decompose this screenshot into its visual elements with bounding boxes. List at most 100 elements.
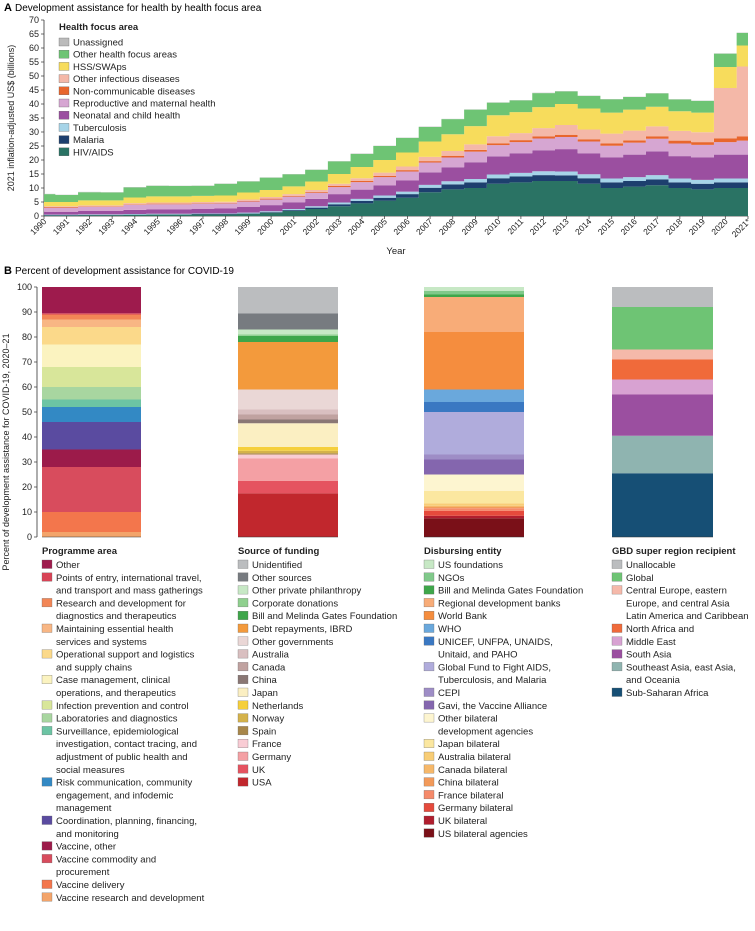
x-tick-label: 1993 — [96, 216, 117, 237]
x-tick-label: 2010 — [482, 216, 503, 237]
segment-latin-america-and-caribbean — [612, 349, 713, 360]
x-tick-label: 2007 — [414, 216, 435, 237]
legend-label: and Oceania — [626, 675, 681, 686]
legend-label: Europe, and central Asia — [626, 598, 730, 609]
legend-swatch — [237, 700, 249, 710]
segment-canada-bilateral — [424, 505, 524, 507]
y-axis-label: Percent of development assistance for CO… — [1, 333, 11, 570]
segment-vaccine-research-and-development — [42, 532, 141, 537]
legend-swatch — [41, 598, 53, 608]
x-tick-label: 1998 — [210, 216, 231, 237]
x-tick-label: 2016 — [618, 216, 639, 237]
y-tick-label: 45 — [29, 85, 39, 95]
y-axis-label: 2021 inflation-adjusted US$ (billions) — [6, 45, 16, 192]
legend-label: Canada bilateral — [438, 765, 507, 776]
x-tick-label: 1995 — [142, 216, 163, 237]
legend-label: South Asia — [626, 650, 672, 661]
y-tick-label: 5 — [34, 197, 39, 207]
legend-swatch — [41, 726, 53, 736]
legend-label: Unassigned — [73, 38, 123, 49]
legend-label: Operational support and logistics — [56, 650, 195, 661]
segment-spain — [238, 453, 338, 455]
legend-label: HIV/AIDS — [73, 147, 114, 158]
legend-swatch — [237, 623, 249, 633]
legend-swatch — [41, 649, 53, 659]
legend-label: Canada — [252, 662, 286, 673]
legend-label: Vaccine, other — [56, 842, 116, 853]
legend-swatch — [423, 585, 435, 595]
segment-other — [42, 287, 141, 314]
legend-swatch — [41, 841, 53, 851]
x-tick-label: 2014 — [573, 216, 594, 237]
x-tick-label: 2012 — [528, 216, 549, 237]
legend-label: US foundations — [438, 560, 503, 571]
segment-norway — [238, 450, 338, 454]
x-tick-label: 2001 — [278, 216, 299, 237]
legend-title: Health focus area — [59, 22, 139, 33]
legend-label: Germany — [252, 752, 291, 763]
legend-swatch — [423, 598, 435, 608]
legend-title: Source of funding — [238, 546, 319, 557]
legend-swatch — [423, 700, 435, 710]
legend-label: Surveillance, epidemiological — [56, 726, 179, 737]
x-tick-label: 1997 — [187, 216, 208, 237]
y-tick-label: 20 — [22, 482, 32, 492]
legend-swatch — [58, 37, 70, 47]
legend-swatch — [58, 62, 70, 71]
legend-label: Regional development banks — [438, 598, 561, 609]
legend-swatch — [237, 751, 249, 761]
legend-label: Risk communication, community — [56, 778, 192, 789]
segment-uk — [238, 480, 338, 494]
x-tick-label: 2017 — [641, 216, 662, 237]
y-tick-label: 40 — [22, 432, 32, 442]
legend-swatch — [237, 559, 249, 569]
x-tick-label: 2009 — [459, 216, 480, 237]
legend-swatch — [611, 662, 623, 672]
segment-laboratories-and-diagnostics — [42, 387, 141, 400]
segment-china-bilateral — [424, 507, 524, 509]
x-tick-label: 2015 — [596, 216, 617, 237]
segment-case-management-clinical-operations-and-therapeutics — [42, 344, 141, 367]
y-tick-label: 90 — [22, 307, 32, 317]
x-tick-label: 1996 — [164, 216, 185, 237]
segment-gavi-the-vaccine-alliance — [424, 459, 524, 475]
legend-swatch — [237, 777, 249, 787]
legend-label: France bilateral — [438, 790, 503, 801]
x-axis-label: Year — [386, 246, 405, 257]
legend-label: Other infectious diseases — [73, 74, 180, 85]
x-tick-label: 1992 — [73, 216, 94, 237]
segment-us-foundations — [424, 287, 524, 291]
segment-germany-bilateral — [424, 510, 524, 516]
x-tick-label: 1990 — [28, 216, 49, 237]
bar-programme-area — [42, 287, 141, 538]
legend-label: Vaccine commodity and — [56, 854, 156, 865]
legend-title: Disbursing entity — [424, 546, 502, 557]
legend-swatch — [58, 135, 70, 144]
y-tick-label: 35 — [29, 113, 39, 123]
y-tick-label: 50 — [22, 407, 32, 417]
y-tick-label: 20 — [29, 155, 39, 165]
segment-risk-communication-community-engagement-and-infodemic-management — [42, 407, 141, 422]
legend-swatch — [611, 636, 623, 646]
legend-swatch — [423, 611, 435, 620]
legend-label: operations, and therapeutics — [56, 688, 176, 699]
segment-sub-saharan-africa — [612, 473, 713, 537]
segment-unidentified — [238, 287, 338, 314]
x-tick-label: 2013 — [550, 216, 571, 237]
y-tick-label: 10 — [22, 507, 32, 517]
segment-debt-repayments-ibrd — [238, 342, 338, 390]
legend-swatch — [41, 572, 53, 582]
legend-swatch — [58, 123, 70, 132]
legend-label: Research and development for — [56, 598, 186, 609]
x-tick-label: 1999 — [232, 216, 253, 237]
legend-label: development agencies — [438, 726, 533, 737]
legend-swatch — [58, 147, 70, 156]
bar-gbd-super-region-recipient — [612, 287, 713, 538]
legend-swatch — [58, 86, 70, 95]
y-tick-label: 60 — [22, 382, 32, 392]
legend-label: Infection prevention and control — [56, 701, 189, 712]
x-tick-label: 2005 — [369, 216, 390, 237]
stacked-bar-charts: 0 10 20 30 40 50 60 70 80 90 100 Percent of develop… — [1, 282, 749, 904]
legend-title: Programme area — [42, 546, 118, 557]
